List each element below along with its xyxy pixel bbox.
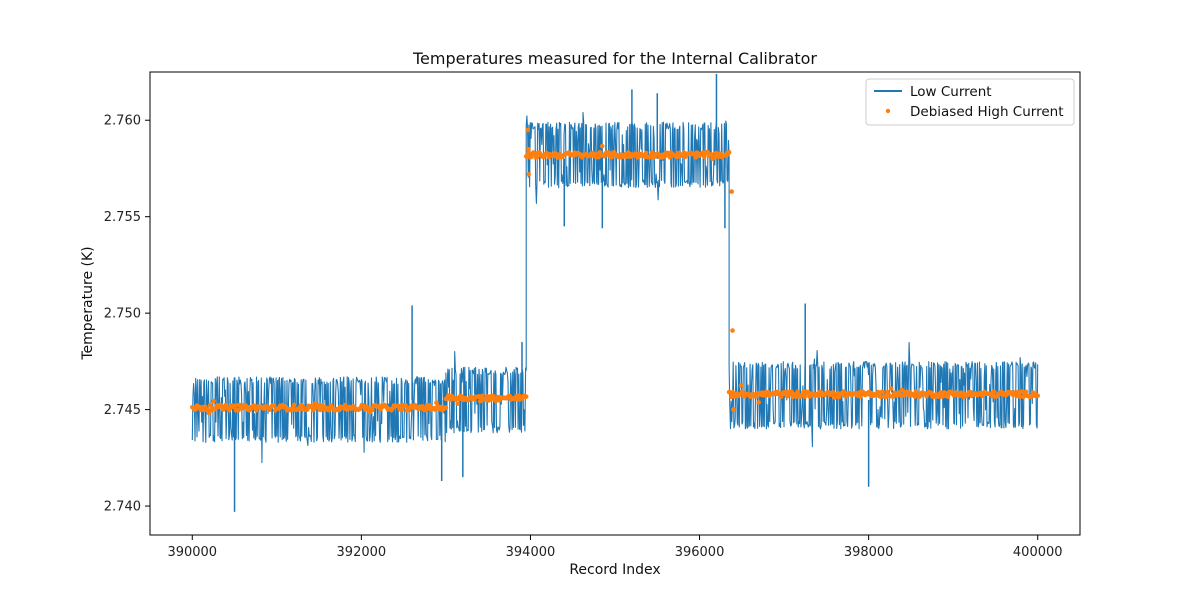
debiased-outlier-point	[526, 146, 531, 152]
plot-area	[190, 73, 1040, 512]
x-tick-label: 398000	[844, 545, 894, 560]
low-current-trace	[191, 111, 1039, 464]
debiased-point	[1021, 394, 1026, 400]
debiased-point	[945, 394, 951, 400]
legend-box	[865, 78, 1075, 126]
debiased-point	[667, 155, 673, 160]
debiased-point	[599, 143, 605, 149]
debiased-point	[271, 403, 277, 408]
debiased-point	[406, 408, 412, 413]
debiased-point	[399, 406, 405, 412]
debiased-point	[802, 394, 808, 399]
chart-title: Temperatures measured for the Internal C…	[412, 49, 817, 68]
y-axis-label: Temperature (K)	[80, 246, 96, 360]
debiased-point	[318, 407, 323, 413]
debiased-point	[211, 398, 216, 404]
debiased-point	[1017, 394, 1023, 400]
debiased-point	[674, 154, 680, 160]
debiased-point	[880, 389, 886, 395]
debiased-point	[991, 389, 997, 395]
series-low-current	[191, 73, 1039, 512]
x-tick-label: 394000	[506, 545, 556, 560]
debiased-point	[726, 150, 732, 155]
legend-label-debiased-high-current: Debiased High Current	[910, 104, 1064, 120]
debiased-point	[507, 393, 512, 399]
debiased-point	[730, 389, 735, 395]
legend-label-low-current: Low Current	[910, 84, 992, 100]
debiased-point	[207, 402, 213, 408]
y-tick-label: 2.740	[104, 500, 141, 515]
debiased-outlier-point	[730, 328, 735, 333]
legend: Low Current Debiased High Current	[865, 78, 1075, 126]
debiased-point	[432, 407, 438, 412]
debiased-point	[370, 407, 375, 413]
plot-frame	[149, 71, 1081, 536]
debiased-point	[841, 389, 847, 394]
debiased-point	[253, 408, 259, 413]
debiased-point	[609, 155, 614, 160]
y-axis: 2.740 2.745 2.750 2.755 2.760	[104, 114, 150, 515]
series-debiased-high-current	[190, 127, 1040, 416]
debiased-point	[455, 401, 461, 407]
debiased-point	[205, 407, 210, 412]
x-tick-label: 396000	[675, 545, 725, 560]
y-tick-label: 2.745	[104, 403, 141, 418]
debiased-point	[488, 397, 494, 402]
x-tick-label: 400000	[1013, 545, 1063, 560]
debiased-point	[701, 154, 707, 160]
y-tick-label: 2.750	[104, 307, 141, 322]
y-tick-label: 2.760	[104, 114, 141, 129]
debiased-point	[649, 150, 655, 155]
debiased-point	[534, 155, 540, 160]
debiased-outlier-point	[526, 171, 532, 177]
debiased-point	[878, 394, 883, 400]
debiased-point	[523, 394, 529, 399]
debiased-point	[738, 383, 744, 388]
debiased-point	[858, 394, 863, 400]
debiased-point	[888, 386, 894, 391]
debiased-point	[342, 402, 348, 408]
debiased-point	[1023, 389, 1029, 395]
y-tick-label: 2.755	[104, 210, 141, 225]
debiased-point	[929, 390, 934, 396]
debiased-point	[643, 150, 649, 156]
debiased-point	[236, 407, 241, 413]
debiased-outlier-point	[731, 407, 736, 412]
debiased-point	[443, 405, 449, 411]
x-axis-label: Record Index	[569, 562, 660, 578]
debiased-point	[291, 402, 297, 408]
debiased-outlier-point	[525, 127, 531, 133]
debiased-point	[756, 400, 761, 405]
debiased-outlier-point	[729, 189, 734, 194]
x-tick-label: 390000	[167, 545, 217, 560]
debiased-point	[913, 389, 919, 394]
debiased-point	[875, 389, 881, 395]
x-axis: 390000 392000 394000 396000 398000 400000	[167, 535, 1063, 560]
x-tick-label: 392000	[337, 545, 387, 560]
debiased-point	[899, 387, 905, 393]
debiased-point	[1035, 393, 1040, 399]
legend-marker-swatch	[885, 108, 891, 114]
